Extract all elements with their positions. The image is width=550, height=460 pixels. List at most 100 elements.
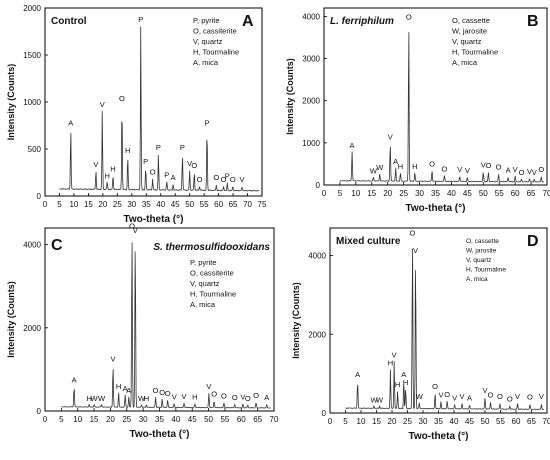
y-tick-label: 0 (322, 409, 327, 418)
x-tick-label: 25 (122, 415, 131, 424)
peak-label: A (393, 157, 398, 166)
legend-entry: V, quartz (193, 37, 223, 46)
peak-label: H (104, 171, 109, 180)
peak-label: V (187, 159, 192, 168)
x-axis-label: Two-theta (°) (124, 214, 184, 225)
peak-label: O (197, 175, 203, 184)
peak-label: O (432, 382, 438, 391)
peak-label: O (485, 161, 491, 170)
peak-label: P (205, 119, 210, 128)
panel-letter: D (527, 233, 539, 250)
x-tick-label: 10 (69, 200, 78, 209)
legend-entry: O, cassette (466, 238, 499, 245)
x-tick-label: 5 (57, 200, 62, 209)
peak-label: A (68, 119, 73, 128)
peak-label: V (388, 132, 393, 141)
peak-label: W (376, 395, 384, 404)
legend-entry: O, cassiterite (193, 27, 237, 36)
legend-entry: H, Tourmaline (190, 290, 236, 299)
peak-label: V (539, 392, 544, 401)
x-tick-label: 5 (343, 417, 348, 426)
peak-label: O (245, 394, 251, 403)
peak-label: O (406, 12, 412, 21)
x-tick-label: 30 (139, 415, 148, 424)
x-axis-label: Two-theta (°) (130, 429, 190, 440)
x-tick-label: 35 (155, 415, 164, 424)
legend-entry: A, mica (452, 58, 478, 67)
legend-entry: H, Tourmaline (193, 48, 239, 57)
legend-entry: P, pyrite (190, 258, 217, 267)
x-tick-label: 65 (527, 417, 536, 426)
peak-label: O (191, 161, 197, 170)
peak-label: H (192, 393, 197, 402)
peak-label: A (264, 393, 269, 402)
x-tick-label: 65 (527, 189, 536, 198)
x-tick-label: 60 (214, 200, 223, 209)
x-tick-label: 0 (322, 189, 327, 198)
panel-title: S. thermosulfidooxidans (153, 242, 270, 253)
x-tick-label: 55 (200, 200, 209, 209)
x-tick-label: 70 (270, 415, 279, 424)
y-axis-label: Intensity (Counts) (6, 281, 16, 358)
peak-label: O (165, 389, 171, 398)
panel-title: Control (51, 16, 87, 27)
x-tick-label: 55 (495, 189, 504, 198)
peak-label: A (506, 166, 511, 175)
peak-label: O (429, 159, 435, 168)
panel-title: Mixed culture (336, 236, 401, 247)
x-tick-label: 60 (237, 415, 246, 424)
x-tick-label: 5 (59, 415, 64, 424)
legend-entry: O, cassette (452, 16, 490, 25)
panel-a: 0 5 10 15 20 25 30 35 40 45 50 55 60 65 70 750500100015… (6, 4, 267, 225)
peak-label: O (488, 391, 494, 400)
peak-label: A (126, 386, 131, 395)
legend-entry: A, mica (193, 58, 219, 67)
x-tick-label: 45 (171, 200, 180, 209)
peak-label: W (138, 394, 146, 403)
peak-label: W (376, 163, 384, 172)
peak-label: V (532, 168, 537, 177)
peak-label: H (395, 380, 400, 389)
peak-label: A (355, 370, 360, 379)
legend-entry: H, Tourmaline (452, 48, 498, 57)
peak-label: V (482, 386, 487, 395)
peak-label: H (403, 378, 408, 387)
peak-label: V (460, 392, 465, 401)
x-tick-label: 10 (73, 415, 82, 424)
x-tick-label: 45 (188, 415, 197, 424)
x-tick-label: 35 (431, 189, 440, 198)
peak-label: A (467, 394, 472, 403)
panel-letter: A (242, 13, 254, 30)
peak-label: O (159, 388, 165, 397)
peak-label: W (416, 392, 424, 401)
panel-title: L. ferriphilum (330, 16, 394, 27)
peak-label: W (370, 395, 378, 404)
peak-label: V (465, 166, 470, 175)
peak-label: V (392, 350, 397, 359)
plot-frame (329, 227, 548, 414)
peak-label: V (182, 392, 187, 401)
y-axis-label: Intensity (Counts) (285, 58, 295, 135)
x-tick-label: 60 (512, 417, 521, 426)
y-tick-label: 0 (37, 407, 42, 416)
x-tick-label: 0 (328, 417, 333, 426)
peak-label: V (438, 391, 443, 400)
x-tick-label: 10 (351, 189, 360, 198)
y-tick-label: 0 (316, 181, 321, 190)
legend-entry: V, quartz (466, 257, 491, 264)
x-tick-label: 35 (434, 417, 443, 426)
x-tick-label: 70 (543, 189, 550, 198)
x-tick-label: 30 (415, 189, 424, 198)
legend-entry: A, mica (190, 300, 216, 309)
peak-label: A (72, 376, 77, 385)
peak-label: O (213, 173, 219, 182)
x-tick-label: 25 (399, 189, 408, 198)
x-tick-label: 55 (496, 417, 505, 426)
